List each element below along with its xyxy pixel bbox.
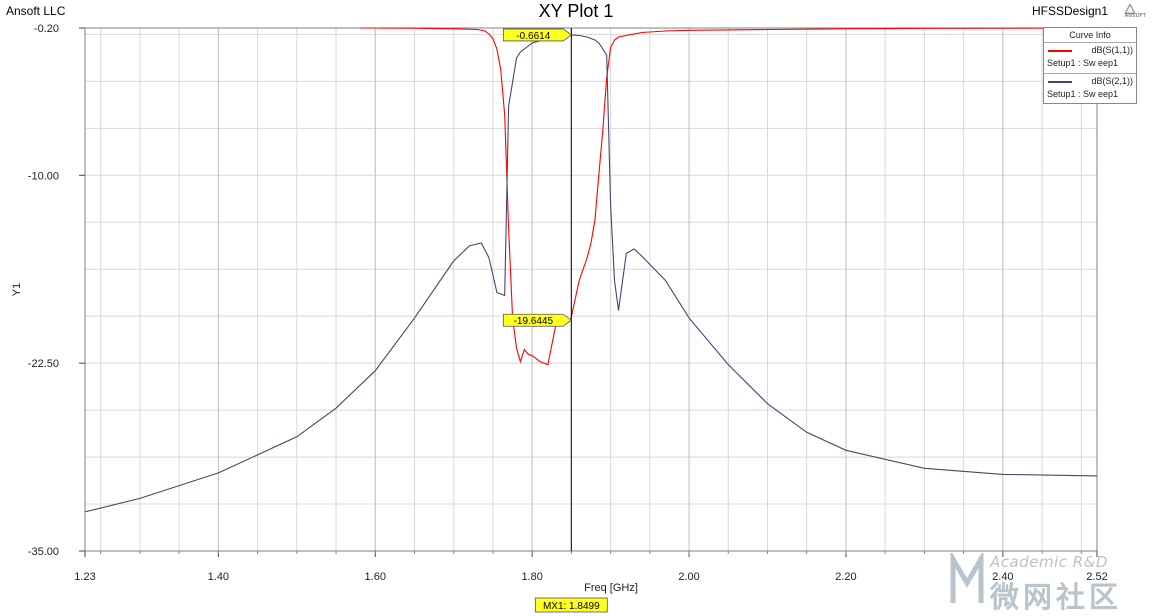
series-line-s21 — [84, 34, 1098, 513]
legend-item-s11[interactable]: dB(S(1,1)) Setup1 : Sw eep1 — [1044, 43, 1136, 74]
header-company: Ansoft LLC — [6, 4, 66, 18]
x-tick-label: 2.00 — [678, 571, 699, 583]
plot-frame — [84, 27, 1098, 552]
legend-title: Curve Info — [1044, 28, 1136, 43]
x-tick-label: 2.20 — [835, 571, 856, 583]
watermark-english: Academic R&D — [990, 553, 1108, 571]
legend-swatch-s21 — [1048, 81, 1072, 83]
x-tick-label: 1.40 — [208, 571, 229, 583]
watermark-chinese: 微网社区 — [990, 580, 1123, 614]
y-tick-label: -10.00 — [28, 170, 59, 182]
legend-swatch-s11 — [1048, 50, 1072, 52]
marker-value-s11: -19.6445 — [514, 316, 554, 327]
logo-label: ANSOFT — [1124, 13, 1146, 19]
legend-label-s11: dB(S(1,1)) — [1091, 45, 1133, 55]
ansoft-logo-icon — [1124, 3, 1136, 14]
x-tick-label: 1.60 — [365, 571, 386, 583]
marker-value-s21: -0.6614 — [516, 31, 550, 42]
design-name: HFSSDesign1 — [1031, 4, 1108, 18]
legend-setup-s11: Setup1 : Sw eep1 — [1047, 58, 1119, 68]
watermark-logo-icon — [950, 553, 984, 603]
curve-info-legend[interactable]: Curve Info dB(S(1,1)) Setup1 : Sw eep1 d… — [1043, 27, 1137, 104]
x-tick-label: 2.40 — [992, 571, 1013, 583]
y-axis-label: Y1 — [11, 283, 23, 296]
legend-item-s21[interactable]: dB(S(2,1)) Setup1 : Sw eep1 — [1044, 74, 1136, 104]
legend-setup-s21: Setup1 : Sw eep1 — [1047, 89, 1119, 99]
plot-title: XY Plot 1 — [538, 1, 614, 21]
marker-x-box — [534, 597, 608, 613]
marker-flag — [502, 28, 572, 42]
x-tick-label: 1.80 — [521, 571, 542, 583]
x-tick-label: 2.52 — [1086, 571, 1107, 583]
y-tick-label: -0.20 — [34, 23, 59, 35]
x-axis-label: Freq [GHz] — [584, 582, 638, 594]
y-tick-label: -22.50 — [28, 358, 59, 370]
marker-flag — [502, 313, 572, 327]
marker-x-label: MX1: 1.8499 — [543, 601, 600, 612]
legend-label-s21: dB(S(2,1)) — [1091, 76, 1133, 86]
y-tick-label: -35.00 — [28, 546, 59, 558]
watermark: Academic R&D 微网社区 — [950, 553, 1146, 614]
x-tick-label: 1.23 — [74, 571, 95, 583]
